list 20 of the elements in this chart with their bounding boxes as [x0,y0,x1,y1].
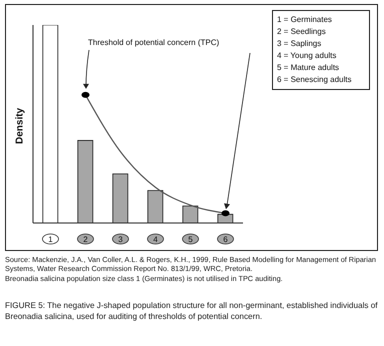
text: 5 = Mature adults [277,62,340,74]
text: 3 = Saplings [277,38,322,50]
x-tick-label: 1 [48,235,54,244]
x-tick-label: 4 [153,235,158,244]
caption: FIGURE 5: The negative J-shaped population structure for all non-germinant, established individuals of Breonadia salicina, used for auditing of thresholds of potential concern. [5,300,378,322]
text: 2 = Seedlings [277,26,327,38]
bar [147,190,164,223]
x-tick-label: 2 [83,235,88,244]
annotation: Threshold of potential concern (TPC) [88,38,220,47]
bar [112,173,128,223]
bar [42,25,58,223]
x-tick-label: 6 [223,235,228,244]
bar [182,206,198,223]
x-tick-label: 5 [188,235,194,244]
x-tick-label: 3 [118,235,124,244]
y-axis-title: Density [14,107,26,144]
text: 1 = Germinates [277,14,333,26]
text: 6 = Senescing adults [277,74,352,86]
text: 4 = Young adults [277,50,338,62]
bar [77,140,94,223]
